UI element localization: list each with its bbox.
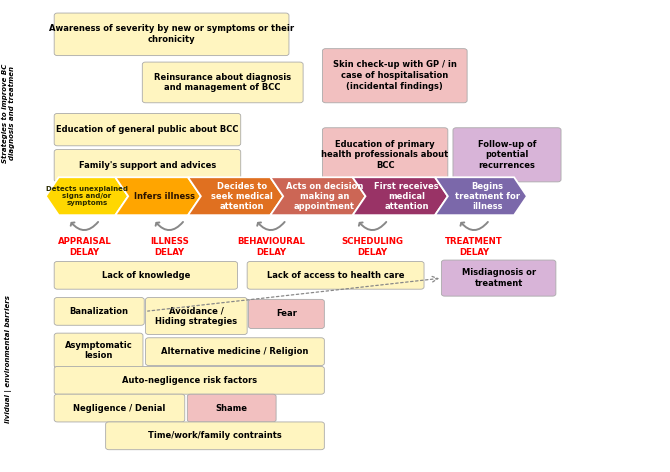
Text: Reinsurance about diagnosis
and management of BCC: Reinsurance about diagnosis and manageme… <box>154 73 291 93</box>
Text: Follow-up of
potential
recurrences: Follow-up of potential recurrences <box>478 140 536 170</box>
FancyBboxPatch shape <box>322 128 448 182</box>
Text: Negligence / Denial: Negligence / Denial <box>73 404 165 413</box>
Text: Avoidance /
Hiding strategies: Avoidance / Hiding strategies <box>155 306 237 326</box>
Text: Misdiagnosis or
treatment: Misdiagnosis or treatment <box>462 268 536 288</box>
Polygon shape <box>435 177 527 215</box>
Text: APPRAISAL
DELAY: APPRAISAL DELAY <box>58 237 111 257</box>
Text: ILLNESS
DELAY: ILLNESS DELAY <box>150 237 189 257</box>
Text: Banalization: Banalization <box>70 307 129 316</box>
Text: Education of general public about BCC: Education of general public about BCC <box>56 125 239 134</box>
FancyBboxPatch shape <box>247 261 424 289</box>
Text: Asymptomatic
lesion: Asymptomatic lesion <box>65 341 133 360</box>
Text: Awareness of severity by new or symptoms or their
chronicity: Awareness of severity by new or symptoms… <box>49 25 294 44</box>
FancyBboxPatch shape <box>54 297 144 325</box>
Polygon shape <box>46 177 128 215</box>
FancyBboxPatch shape <box>54 366 324 394</box>
Text: Infers illness: Infers illness <box>134 192 195 201</box>
FancyBboxPatch shape <box>453 128 561 182</box>
FancyBboxPatch shape <box>322 49 467 103</box>
Polygon shape <box>188 177 283 215</box>
Text: Strategies to improve BC
diagnosis and treatmen: Strategies to improve BC diagnosis and t… <box>2 64 15 163</box>
Text: Fear: Fear <box>276 310 297 319</box>
Polygon shape <box>270 177 366 215</box>
Text: Decides to
seek medical
attention: Decides to seek medical attention <box>211 182 273 211</box>
Text: Acts on decision
making an
appointment: Acts on decision making an appointment <box>285 182 363 211</box>
FancyBboxPatch shape <box>145 338 324 365</box>
FancyBboxPatch shape <box>54 394 185 422</box>
Text: Lack of knowledge: Lack of knowledge <box>102 271 190 280</box>
Text: Education of primary
health professionals about
BCC: Education of primary health professional… <box>322 140 449 170</box>
FancyBboxPatch shape <box>145 297 247 335</box>
FancyBboxPatch shape <box>54 113 241 146</box>
Text: First receives
medical
attention: First receives medical attention <box>375 182 439 211</box>
Text: Family's support and advices: Family's support and advices <box>79 161 216 170</box>
FancyBboxPatch shape <box>188 394 276 422</box>
FancyBboxPatch shape <box>142 62 303 103</box>
FancyBboxPatch shape <box>249 299 324 329</box>
Text: SCHEDULING
DELAY: SCHEDULING DELAY <box>342 237 403 257</box>
Text: lividual | environmental barriers: lividual | environmental barriers <box>5 295 12 422</box>
Text: Alternative medicine / Religion: Alternative medicine / Religion <box>161 347 309 356</box>
Text: TREATMENT
DELAY: TREATMENT DELAY <box>446 237 503 257</box>
Text: Lack of access to health care: Lack of access to health care <box>267 271 404 280</box>
Text: Skin check-up with GP / in
case of hospitalisation
(incidental findings): Skin check-up with GP / in case of hospi… <box>333 60 457 91</box>
FancyBboxPatch shape <box>106 422 324 450</box>
FancyBboxPatch shape <box>54 333 143 368</box>
Text: Shame: Shame <box>216 404 248 413</box>
Polygon shape <box>115 177 201 215</box>
FancyBboxPatch shape <box>54 13 289 56</box>
Text: Time/work/family contraints: Time/work/family contraints <box>148 431 282 440</box>
FancyBboxPatch shape <box>54 261 237 289</box>
Text: Auto-negligence risk factors: Auto-negligence risk factors <box>122 376 257 385</box>
Text: Begins
treatment for
illness: Begins treatment for illness <box>455 182 520 211</box>
FancyBboxPatch shape <box>442 260 556 296</box>
Text: Detects unexplained
signs and/or
symptoms: Detects unexplained signs and/or symptom… <box>46 186 128 206</box>
Polygon shape <box>352 177 448 215</box>
Text: BEHAVIOURAL
DELAY: BEHAVIOURAL DELAY <box>237 237 305 257</box>
FancyBboxPatch shape <box>54 150 241 182</box>
